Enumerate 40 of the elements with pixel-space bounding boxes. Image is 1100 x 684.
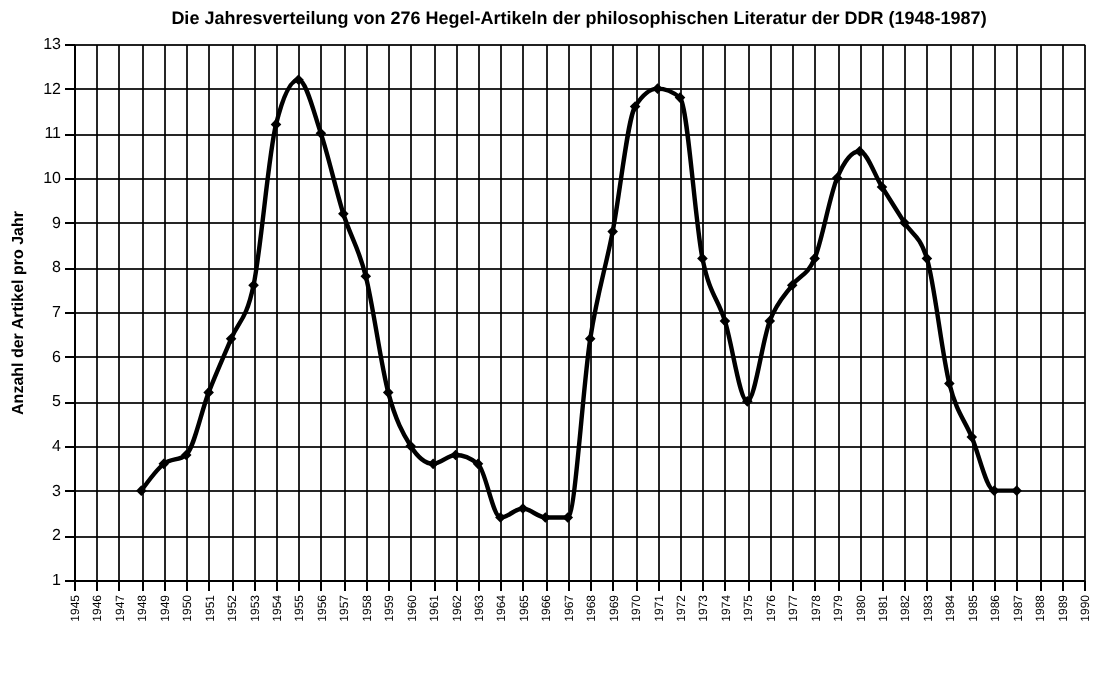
y-tick-label: 11 — [44, 124, 63, 143]
y-tick-label: 9 — [52, 213, 63, 232]
y-tick-label: 6 — [52, 347, 63, 366]
point — [136, 485, 147, 496]
point — [315, 128, 327, 139]
point — [854, 145, 865, 157]
point — [697, 253, 708, 264]
point — [472, 458, 484, 470]
y-tick-label: 1 — [52, 571, 63, 589]
point — [495, 512, 506, 523]
point — [786, 279, 798, 291]
point — [966, 431, 978, 443]
y-tick-label: 12 — [43, 79, 63, 98]
point — [382, 387, 394, 398]
point — [719, 315, 731, 327]
point — [944, 378, 955, 389]
chart-title: Die Jahresverteilung von 276 Hegel-Artikeln der philosophischen Literatur der DDR (1948-1987) — [171, 8, 987, 28]
point — [921, 253, 933, 264]
point — [809, 253, 820, 264]
y-tick-label: 13 — [43, 35, 63, 53]
point — [158, 458, 170, 470]
point — [607, 226, 618, 237]
point — [742, 396, 753, 407]
point — [225, 333, 237, 345]
y-tick-label: 8 — [52, 258, 63, 277]
point — [899, 217, 910, 228]
y-tick-label: 5 — [52, 392, 63, 411]
point — [764, 315, 776, 327]
point — [293, 74, 304, 86]
y-tick-label: 10 — [43, 169, 63, 187]
point — [180, 449, 192, 461]
point — [876, 181, 888, 193]
y-axis-title: Anzahl der Artikel pro Jahr — [9, 211, 28, 415]
y-tick-label: 4 — [52, 437, 63, 455]
point — [203, 387, 214, 398]
point — [338, 208, 349, 220]
y-tick-label: 2 — [52, 526, 63, 545]
y-tick-label: 3 — [52, 481, 63, 500]
y-tick-label: 7 — [52, 303, 63, 321]
point — [831, 172, 843, 184]
